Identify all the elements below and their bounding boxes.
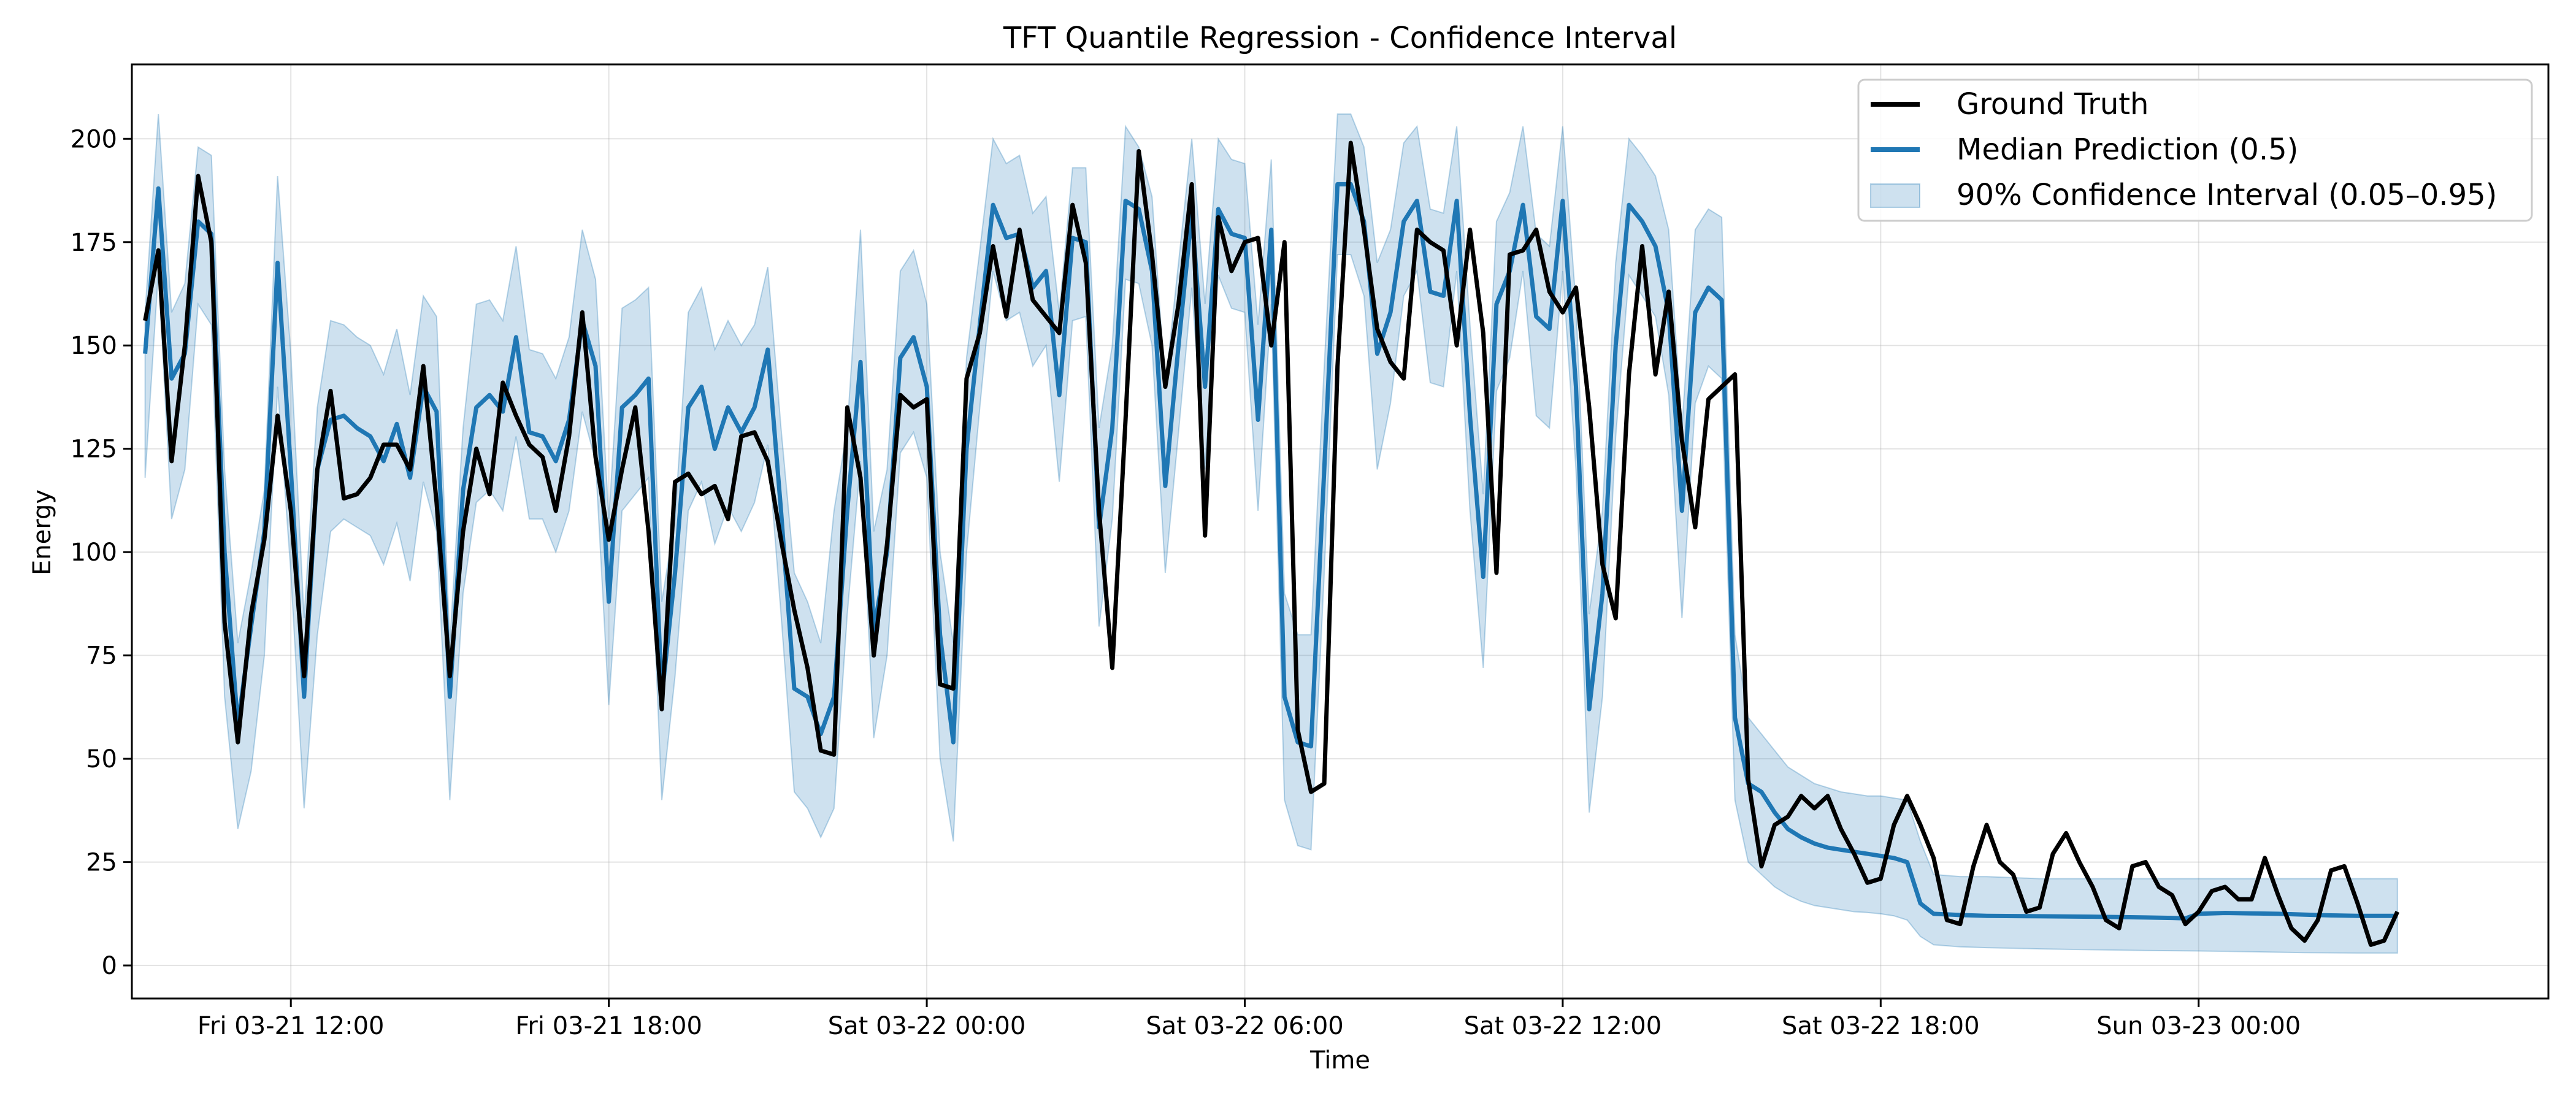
- legend-label-ground-truth: Ground Truth: [1957, 87, 2149, 121]
- median-prediction-line: [143, 182, 2398, 921]
- x-tick-label: Sat 03-22 00:00: [828, 1012, 1026, 1040]
- y-tick-label: 200: [71, 125, 117, 153]
- y-tick-label: 150: [71, 332, 117, 360]
- legend: Ground Truth Median Prediction (0.5) 90%…: [1857, 79, 2533, 222]
- ground-truth-line: [143, 140, 2399, 947]
- legend-swatch-confidence-interval: [1870, 183, 1920, 208]
- x-axis-label: Time: [1309, 1046, 1370, 1075]
- legend-label-median-prediction: Median Prediction (0.5): [1957, 132, 2298, 167]
- x-tick-label: Fri 03-21 18:00: [515, 1012, 702, 1040]
- x-tick-label: Fri 03-21 12:00: [197, 1012, 385, 1040]
- y-tick-label: 100: [71, 539, 117, 567]
- x-axis-ticks: Fri 03-21 12:00 Fri 03-21 18:00 Sat 03-22 …: [197, 999, 2301, 1040]
- legend-box: [1857, 79, 2533, 222]
- y-tick-label: 25: [86, 849, 117, 877]
- x-tick-label: Sat 03-22 18:00: [1782, 1012, 1980, 1040]
- legend-label-confidence-interval: 90% Confidence Interval (0.05–0.95): [1957, 178, 2497, 212]
- y-tick-label: 125: [71, 435, 117, 464]
- y-tick-label: 0: [102, 952, 117, 980]
- plot-frame: [131, 63, 2550, 1000]
- x-tick-label: Sat 03-22 12:00: [1464, 1012, 1662, 1040]
- x-tick-label: Sat 03-22 06:00: [1146, 1012, 1344, 1040]
- y-axis-label: Energy: [28, 489, 56, 575]
- y-tick-label: 50: [86, 745, 117, 773]
- y-tick-label: 75: [86, 642, 117, 670]
- y-tick-label: 175: [71, 229, 117, 257]
- chart-title: TFT Quantile Regression - Confidence Int…: [1003, 21, 1677, 55]
- plot-area: [143, 113, 2399, 954]
- x-tick-label: Sun 03-23 00:00: [2096, 1012, 2301, 1040]
- y-axis-ticks: 0 25 50 75 100 125 150 175 200: [71, 125, 132, 980]
- confidence-interval-band: [144, 113, 2398, 954]
